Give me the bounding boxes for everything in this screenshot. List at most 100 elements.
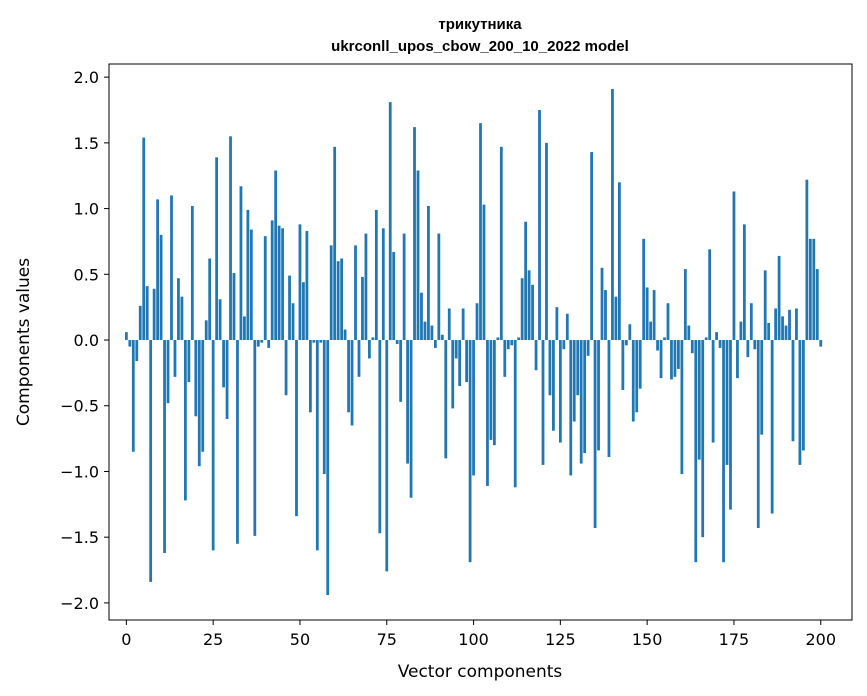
bar	[472, 340, 475, 476]
bar	[520, 278, 524, 341]
bar	[270, 220, 274, 341]
bar	[447, 308, 451, 341]
bar	[190, 205, 194, 341]
x-tick-label: 150	[632, 630, 663, 649]
bar	[489, 340, 493, 440]
bar	[357, 340, 361, 377]
bar	[586, 340, 590, 356]
bar	[260, 340, 264, 343]
bar	[232, 272, 236, 341]
bar	[631, 340, 635, 422]
bar	[170, 195, 173, 341]
y-tick-label: 1.0	[74, 200, 99, 219]
bar	[347, 340, 350, 413]
bar	[690, 340, 694, 354]
bar	[180, 296, 184, 341]
bar	[208, 258, 212, 341]
x-axis-label: Vector components	[398, 662, 563, 682]
bar	[256, 340, 260, 347]
bar	[440, 334, 444, 341]
bar	[315, 340, 319, 551]
bar	[156, 199, 159, 341]
bar	[725, 340, 729, 465]
bar	[763, 270, 767, 341]
bar	[350, 340, 354, 426]
bar	[368, 340, 371, 359]
bar	[777, 255, 781, 341]
bar	[760, 340, 764, 435]
bar	[558, 340, 562, 443]
bar	[482, 204, 486, 341]
bar	[274, 170, 278, 341]
bar	[701, 340, 705, 538]
bar	[486, 340, 489, 486]
bar	[177, 278, 180, 341]
bar	[288, 275, 291, 341]
bar	[305, 230, 309, 341]
chart-title-line-1: трикутника	[438, 16, 522, 33]
bar	[687, 325, 691, 341]
y-tick-label: −1.0	[60, 462, 99, 481]
bar	[308, 340, 312, 413]
bar	[413, 127, 416, 341]
bar	[729, 340, 732, 510]
bar	[694, 340, 698, 563]
bar	[378, 340, 382, 534]
bar	[135, 340, 139, 362]
bar	[708, 249, 712, 341]
bar	[604, 290, 607, 341]
bar	[458, 340, 462, 387]
x-tick-label: 125	[545, 630, 576, 649]
y-axis-label: Components values	[14, 258, 34, 426]
bar	[131, 340, 135, 452]
bar	[437, 233, 441, 341]
bar	[406, 340, 409, 464]
bar	[791, 340, 795, 442]
bar	[197, 340, 201, 467]
bar	[451, 340, 455, 409]
bar	[565, 313, 569, 341]
bar	[583, 340, 587, 454]
bar	[263, 236, 267, 341]
bar	[562, 340, 566, 350]
bar	[267, 340, 271, 348]
bar	[295, 340, 298, 517]
bar	[597, 340, 600, 451]
bar	[683, 269, 687, 341]
bar	[201, 340, 205, 452]
bar	[249, 229, 253, 341]
bar	[204, 320, 208, 341]
bar	[128, 340, 132, 347]
bar	[479, 123, 482, 341]
bar	[142, 137, 146, 341]
chart-title-line-2: ukrconll_upos_cbow_200_10_2022 model	[331, 38, 629, 55]
bar	[784, 325, 788, 341]
bar	[819, 340, 823, 347]
y-tick-label: −1.5	[60, 528, 99, 547]
bar	[496, 337, 500, 341]
bar	[149, 340, 153, 582]
bar	[124, 332, 128, 341]
x-tick-label: 50	[290, 630, 310, 649]
bar	[746, 340, 750, 358]
y-tick-label: −2.0	[60, 594, 99, 613]
bar	[711, 340, 715, 443]
bar	[770, 340, 774, 514]
bar	[749, 303, 753, 341]
bar	[614, 296, 618, 341]
y-tick-label: −0.5	[60, 397, 99, 416]
bar	[670, 340, 673, 380]
bar	[215, 157, 219, 341]
bar	[742, 224, 746, 341]
bar	[499, 146, 503, 341]
bar	[590, 152, 593, 341]
bar	[409, 340, 413, 498]
bar	[624, 340, 628, 346]
y-tick-label: 2.0	[74, 68, 99, 87]
bar	[336, 261, 340, 341]
bar	[159, 234, 163, 341]
bar	[475, 303, 479, 341]
bar	[781, 316, 784, 341]
x-tick-label: 0	[121, 630, 131, 649]
bar	[166, 340, 170, 404]
